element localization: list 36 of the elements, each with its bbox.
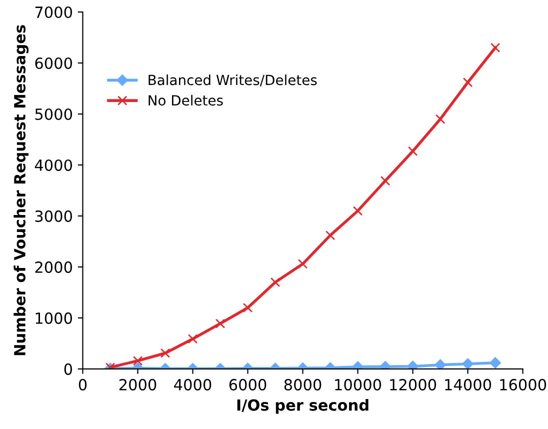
x-tick-label: 16000 [500, 378, 546, 390]
point [188, 334, 198, 344]
x-tick-label: 4000 [174, 378, 212, 390]
point [490, 42, 500, 53]
y-tick-label: 3000 [35, 210, 72, 222]
point [434, 359, 446, 369]
point [435, 114, 446, 124]
y-tick-label: 6000 [35, 57, 72, 70]
y-tick-label: 5000 [35, 108, 72, 120]
point [352, 206, 363, 216]
point [380, 176, 390, 186]
x-tick-label: 10000 [335, 378, 382, 390]
point [462, 78, 473, 88]
point [462, 358, 474, 369]
point [408, 146, 418, 156]
point [325, 230, 336, 240]
point [270, 277, 280, 288]
y-tick-label: 4000 [34, 159, 72, 172]
y-tick-label: 2000 [35, 261, 72, 273]
x-tick-label: 12000 [390, 378, 436, 390]
x-tick-label: 6000 [229, 378, 266, 390]
y-tick-label: 1000 [36, 312, 72, 324]
y-tick-label: 7000 [35, 6, 72, 18]
legend-label: No Deletes [148, 94, 223, 106]
point [242, 302, 253, 313]
x-tick-label: 8000 [284, 378, 322, 390]
x-tick-label: 0 [78, 378, 87, 390]
y-axis-title: Number of Voucher Request Messages [14, 25, 29, 356]
point [215, 318, 226, 328]
y-tick-label: 0 [64, 363, 72, 375]
point [298, 259, 308, 269]
legend-label: Balanced Writes/Deletes [148, 74, 317, 86]
point [160, 348, 170, 358]
x-tick-label: 2000 [119, 378, 156, 390]
x-tick-label: 14000 [445, 378, 492, 390]
x-axis-title: I/Os per second [237, 399, 368, 414]
